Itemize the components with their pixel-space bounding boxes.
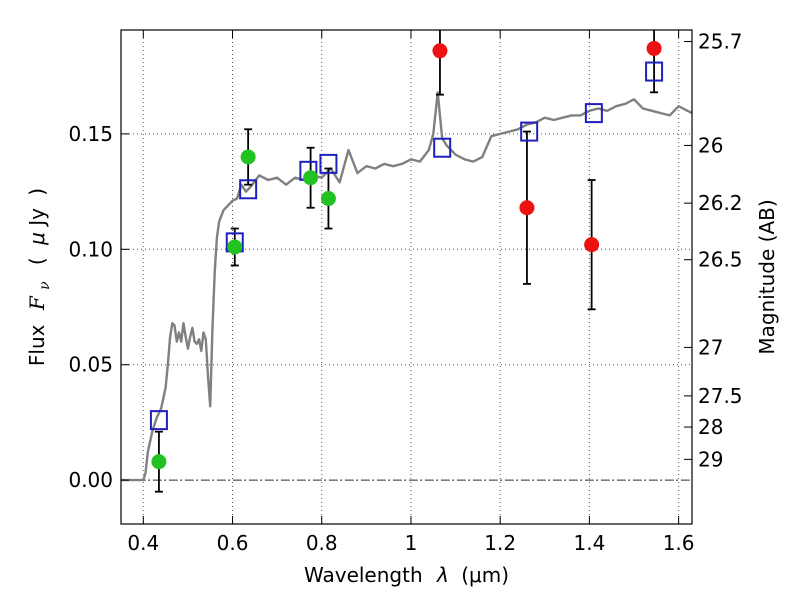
red-data-point [432, 43, 448, 59]
axis-ticks: 0.4 0.6 0.8 1 1.2 1.4 1.6 0.00 0.05 0.10 0.15 25.7 2… [68, 30, 742, 555]
model-flux-square [239, 179, 258, 200]
y2-tick-label: 29 [698, 447, 723, 471]
green-data-point [240, 149, 256, 165]
red-data-point [584, 237, 600, 253]
x-axis-title: Wavelength λ (μm) [304, 563, 509, 587]
y-tick-label: 0.15 [68, 122, 113, 146]
y-tick-label: 0.10 [68, 237, 113, 261]
y2-tick-label: 26.5 [698, 248, 743, 272]
y2-tick-label: 27.5 [698, 384, 743, 408]
model-flux-square [319, 153, 338, 174]
y-tick-label: 0.00 [68, 468, 113, 492]
y-axis-title-unit-close: ) [25, 188, 49, 196]
y-axis-title-subscript: ν [37, 281, 53, 290]
x-axis-title-symbol: λ [436, 563, 449, 587]
green-data-point [151, 454, 167, 470]
model-flux-square [645, 61, 664, 82]
y2-tick-label: 26 [698, 133, 723, 157]
green-data-point [303, 170, 319, 186]
model-flux-square [520, 121, 539, 142]
y-axis-title: Flux F ν ( μ Jy ) [25, 188, 54, 366]
template-spectrum-line [121, 91, 692, 482]
grid-lines [121, 30, 692, 524]
x-tick-label: 1.4 [573, 531, 605, 555]
x-tick-label: 0.6 [217, 531, 249, 555]
red-data-point [646, 40, 662, 56]
y-axis-title-unit-rest: Jy [25, 208, 49, 228]
x-tick-label: 0.8 [306, 531, 338, 555]
x-tick-label: 1.6 [663, 531, 695, 555]
y2-tick-label: 27 [698, 335, 723, 359]
secondary-y-axis-title: Magnitude (AB) [755, 199, 779, 354]
red-data-point [519, 200, 535, 216]
green-data-point [227, 239, 243, 255]
model-flux-square [433, 137, 452, 158]
y2-tick-label: 28 [698, 415, 723, 439]
x-axis-title-prefix: Wavelength [304, 563, 423, 587]
green-data-point [320, 191, 336, 207]
y-axis-title-unit-mu: μ [25, 232, 49, 246]
y-tick-label: 0.05 [68, 353, 113, 377]
y-axis-title-symbol: F [25, 295, 49, 311]
y-axis-title-unit-open: ( [25, 257, 49, 265]
x-tick-label: 1 [405, 531, 418, 555]
plot-frame [120, 29, 693, 525]
y2-tick-label: 25.7 [698, 30, 743, 54]
model-flux-square [149, 410, 168, 431]
x-tick-label: 0.4 [127, 531, 159, 555]
x-tick-label: 1.2 [484, 531, 516, 555]
y2-tick-label: 26.2 [698, 191, 743, 215]
x-axis-title-unit: (μm) [461, 563, 509, 587]
model-flux-square [584, 103, 603, 124]
y-axis-title-prefix: Flux [25, 324, 49, 366]
plot-marks [121, 30, 692, 493]
